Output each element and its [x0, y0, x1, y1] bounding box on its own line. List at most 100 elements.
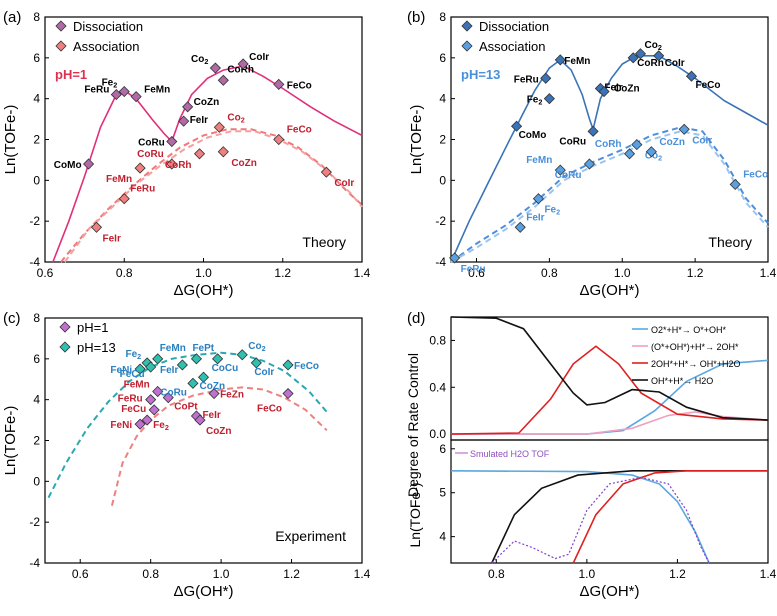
- x-tick-label: 1.0: [213, 567, 230, 581]
- trend-curve: [60, 128, 363, 263]
- data-point: [554, 164, 566, 176]
- data-point: [162, 392, 174, 404]
- legend-label: O2*+H*→ O*+OH*: [651, 325, 727, 335]
- x-tick-label: 0.6: [37, 266, 54, 280]
- x-tick-label: 1.4: [760, 567, 777, 581]
- data-point: [511, 120, 523, 132]
- data-point: [130, 91, 142, 103]
- data-point: [236, 349, 248, 361]
- legend-label: Association: [73, 39, 139, 54]
- y-tick-label: -4: [29, 255, 40, 269]
- data-point: [623, 148, 636, 160]
- x-tick-label: 1.4: [354, 567, 371, 581]
- data-point: [134, 418, 146, 430]
- data-point: [273, 133, 285, 146]
- trend-curve: [47, 351, 328, 499]
- point-label: CoZn: [231, 158, 257, 169]
- y-tick-label: 2: [33, 434, 40, 448]
- point-label: FeIr: [202, 410, 220, 421]
- x-tick-label: 0.8: [488, 567, 505, 581]
- legend-label: Dissociation: [479, 19, 549, 34]
- point-label: Fe2: [544, 205, 560, 217]
- data-point: [645, 146, 657, 158]
- trend-curve: [491, 470, 768, 564]
- point-label: FeMn: [564, 56, 590, 67]
- point-label: Co2: [227, 112, 244, 124]
- point-label: FeRu: [461, 264, 486, 275]
- data-point: [598, 85, 610, 98]
- x-axis-label: ΔG(OH*): [579, 282, 639, 299]
- data-point: [141, 414, 153, 426]
- y-tick-label: 6: [439, 51, 446, 65]
- trend-curve: [451, 411, 769, 435]
- data-point: [197, 371, 210, 383]
- y-tick-label: -4: [435, 255, 446, 269]
- data-point: [583, 158, 596, 170]
- data-point: [554, 54, 566, 66]
- point-label: FeIr: [160, 365, 178, 376]
- panel-a: 0.6 0.8 1.0 1.2 1.4 -4 -2 0 2 4 6 8 ΔG(OH*) Ln(TOFe-)…: [2, 10, 371, 299]
- point-label: CoZn: [194, 97, 220, 108]
- y-tick-label: 0.4: [429, 380, 446, 394]
- trend-curve: [572, 470, 768, 564]
- data-point: [55, 20, 67, 32]
- trend-curve: [451, 359, 769, 435]
- legend-label: (O*+OH*)+H*→ 2OH*: [651, 342, 739, 352]
- y-tick-label: 0.8: [429, 333, 446, 347]
- point-label: CoRu: [555, 170, 582, 181]
- legend-label: pH=1: [77, 320, 108, 335]
- data-point: [182, 101, 194, 113]
- point-label: CoRh: [165, 160, 192, 171]
- point-label: FeCo: [287, 80, 312, 91]
- y-tick-label: -2: [435, 214, 446, 228]
- x-tick-label: 1.0: [195, 266, 212, 280]
- y-tick-label: 4: [33, 92, 40, 106]
- panel-d-top: 0.0 0.4 0.8 O2*+H*→ O*+OH* (O*+OH*)+H*→ 2OH*…: [429, 316, 769, 441]
- point-label: FeNi: [110, 365, 132, 376]
- point-label: CoRu: [138, 138, 165, 149]
- data-point: [166, 135, 178, 148]
- data-point: [90, 221, 103, 233]
- data-point: [678, 123, 690, 135]
- data-point: [178, 115, 190, 127]
- data-point: [190, 353, 203, 365]
- point-label: FeIr: [190, 115, 208, 126]
- trend-curve: [450, 126, 769, 263]
- data-point: [250, 357, 262, 369]
- data-point: [449, 252, 461, 264]
- x-tick-label: 0.8: [541, 266, 558, 280]
- y-tick-label: 4: [439, 92, 446, 106]
- y-axis-label: Ln(TOFe-): [408, 105, 425, 175]
- plot-frame: [450, 316, 769, 441]
- point-label: CoIr: [665, 58, 685, 69]
- point-label: CoRu: [160, 387, 187, 398]
- legend-label: pH=13: [77, 340, 116, 355]
- data-point: [145, 361, 157, 373]
- y-tick-label: 0: [33, 173, 40, 187]
- data-point: [320, 166, 332, 178]
- y-tick-label: 0: [439, 173, 446, 187]
- point-label: FeCo: [294, 361, 319, 372]
- data-point: [217, 74, 229, 86]
- data-point: [514, 221, 526, 233]
- point-label: FeCu: [120, 369, 145, 380]
- x-tick-label: 1.2: [274, 266, 291, 280]
- trend-curve: [63, 130, 363, 263]
- data-point: [145, 394, 157, 406]
- condition-label: pH=1: [55, 67, 87, 82]
- trend-curve: [450, 130, 769, 263]
- data-point: [634, 48, 647, 60]
- x-axis-label: ΔG(OH*): [173, 282, 233, 299]
- panel-label: (b): [407, 9, 425, 26]
- point-label: FeIr: [526, 212, 544, 223]
- y-tick-label: 0.0: [429, 427, 446, 441]
- point-label: CoRh: [227, 64, 254, 75]
- point-label: CoMo: [519, 130, 547, 141]
- data-point: [152, 353, 164, 365]
- corner-text: Theory: [302, 234, 346, 250]
- y-tick-label: 6: [439, 442, 446, 456]
- data-point: [118, 193, 130, 205]
- plot-frame: [450, 439, 769, 564]
- x-tick-label: 0.6: [72, 567, 89, 581]
- point-label: FeCo: [257, 404, 282, 415]
